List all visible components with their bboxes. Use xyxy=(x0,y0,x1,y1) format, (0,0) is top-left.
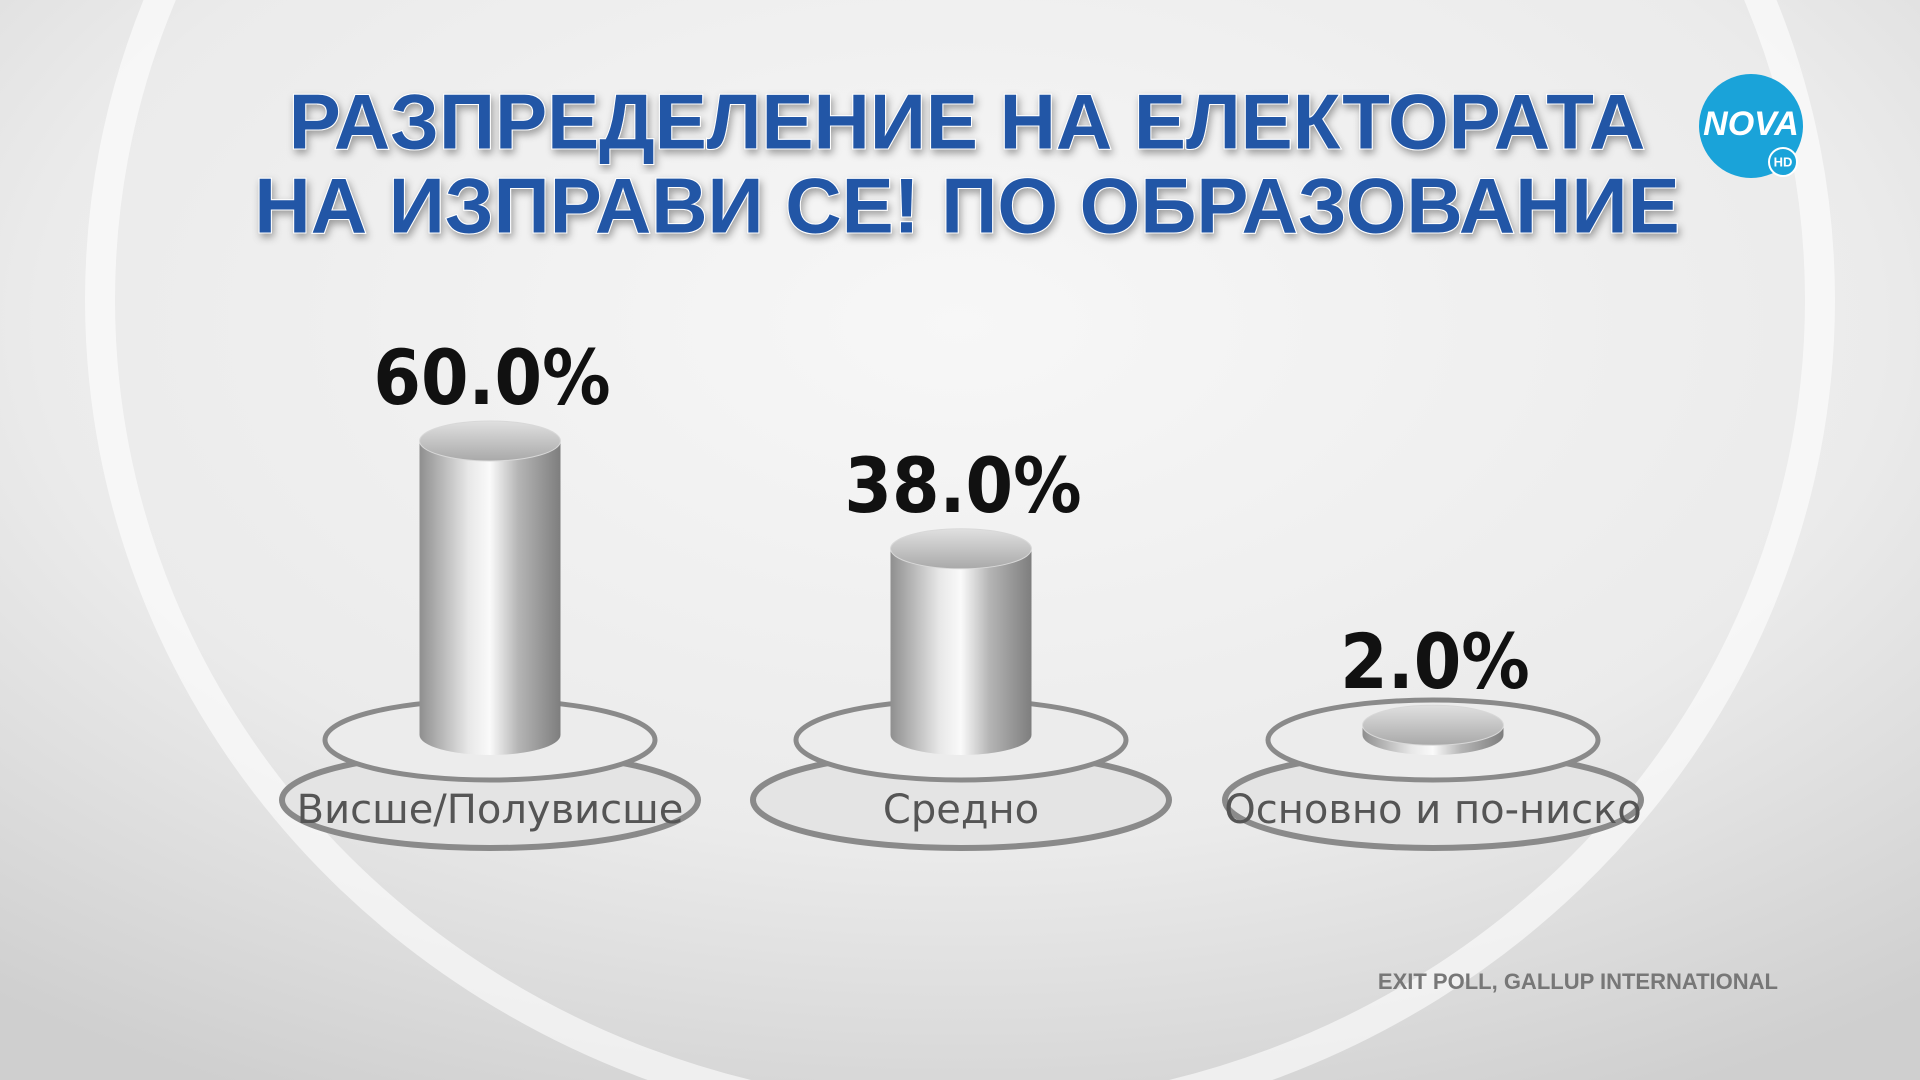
logo-badge-text: HD xyxy=(1774,154,1793,169)
decor-ring xyxy=(85,0,1835,1080)
x-tick-label: Висше/Полувисше xyxy=(297,787,684,833)
bar-top xyxy=(1362,704,1504,746)
value-label: 60.0% xyxy=(373,333,610,422)
bar-body xyxy=(419,441,561,735)
chart-title: РАЗПРЕДЕЛЕНИЕ НА ЕЛЕКТОРАТА xyxy=(289,78,1646,166)
logo-badge xyxy=(1768,147,1798,177)
value-label: 38.0% xyxy=(844,441,1081,530)
bar-bottom xyxy=(419,715,561,755)
chart-title: НА ИЗПРАВИ СЕ! ПО ОБРАЗОВАНИЕ xyxy=(254,162,1679,250)
value-label: 2.0% xyxy=(1340,617,1530,706)
bar-body xyxy=(890,548,1032,735)
bar-top xyxy=(419,420,561,462)
source: EXIT POLL, GALLUP INTERNATIONAL xyxy=(1378,969,1778,994)
x-tick-label: Основно и по-ниско xyxy=(1224,787,1642,833)
bar-bottom xyxy=(890,715,1032,755)
logo: NOVA HD xyxy=(1699,74,1803,178)
x-tick-label: Средно xyxy=(883,787,1039,833)
bar-top xyxy=(890,528,1032,570)
logo-text: NOVA xyxy=(1703,105,1799,143)
